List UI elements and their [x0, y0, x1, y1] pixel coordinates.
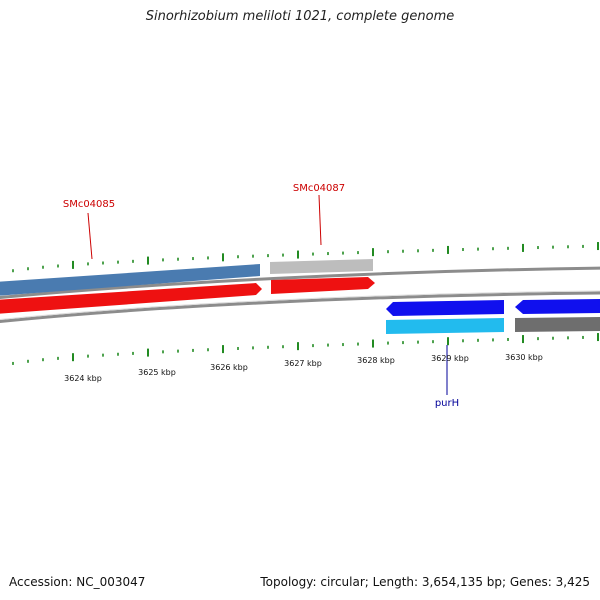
backbone-inner-line [0, 291, 600, 324]
gene-label-smc04085: SMc04085 [63, 199, 115, 210]
gene-label-smc04087: SMc04087 [293, 183, 345, 194]
feature-forward-grey[interactable] [270, 259, 373, 274]
kbp-label-3629: 3629 kbp [431, 354, 469, 363]
feature-reverse-cyan[interactable] [386, 318, 504, 334]
map-title: Sinorhizobium meliloti 1021, complete ge… [145, 9, 455, 24]
accession-text: Accession: NC_003047 [9, 575, 146, 589]
feature-reverse-blue-arrow-2[interactable] [515, 299, 600, 314]
gene-label-purh: purH [435, 398, 459, 409]
gene-callout-smc04085 [87, 212, 93, 260]
kbp-label-3628: 3628 kbp [357, 356, 395, 365]
feature-reverse-darkgrey[interactable] [515, 317, 600, 332]
tick-row-top [12, 242, 599, 273]
backbone-inner-line-shade [0, 290, 600, 321]
kbp-label-3624: 3624 kbp [64, 374, 102, 383]
genome-summary-text: Topology: circular; Length: 3,654,135 bp… [260, 575, 590, 589]
tick-row-bottom [12, 333, 599, 365]
gene-callout-smc04087 [318, 194, 322, 246]
kbp-label-3630: 3630 kbp [505, 353, 543, 362]
feature-forward-blue[interactable] [0, 264, 260, 296]
kbp-label-3627: 3627 kbp [284, 359, 322, 368]
feature-forward-red-arrow-1[interactable] [0, 283, 262, 314]
feature-reverse-blue-arrow-1[interactable] [386, 300, 504, 316]
backbone-outer-line [0, 266, 600, 300]
kbp-label-3626: 3626 kbp [210, 363, 248, 372]
kbp-label-3625: 3625 kbp [138, 368, 176, 377]
feature-forward-red-arrow-2[interactable] [271, 277, 375, 294]
